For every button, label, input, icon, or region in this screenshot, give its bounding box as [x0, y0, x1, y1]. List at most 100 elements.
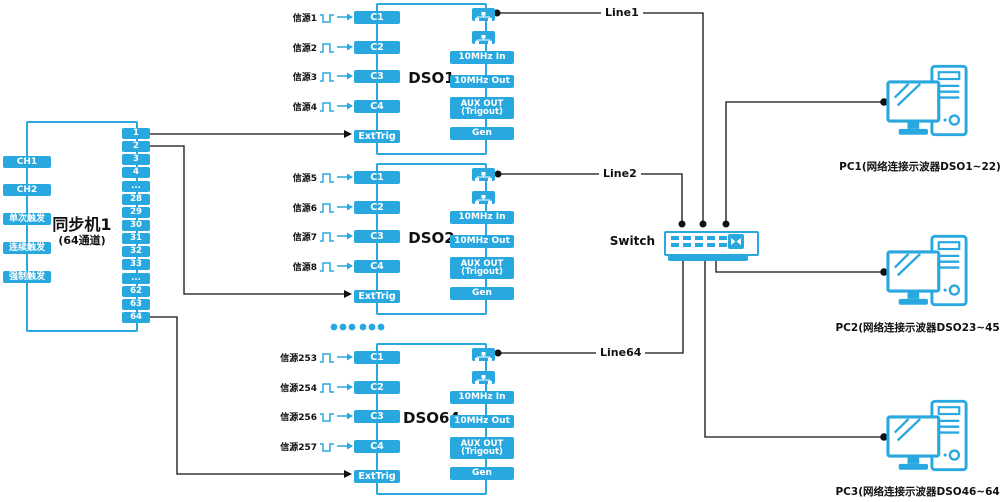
synchronizer-subtitle: (64通道): [58, 234, 106, 247]
switch-base-bar: [668, 255, 748, 261]
exttrig-box: ExtTrig: [354, 130, 400, 143]
synchronizer-title: 同步机1: [52, 215, 112, 234]
arrowhead-dso2-exttrig: [344, 290, 352, 298]
sync-port: 1: [122, 128, 150, 139]
signal-arrow-icon: [337, 353, 353, 361]
signal-source-label: 信源257: [280, 442, 317, 453]
signal-source-row: 信源7: [293, 228, 353, 244]
clock-in-box: 10MHz In: [450, 51, 514, 64]
signal-arrow-icon: [337, 262, 353, 270]
pulse-waveform-icon: [320, 352, 334, 363]
sync-port: ...: [122, 273, 150, 284]
pc3-label: PC3(网络连接示波器DSO46~64): [835, 486, 1000, 498]
signal-source-label: 信源7: [292, 232, 317, 243]
pc1-label: PC1(网络连接示波器DSO1~22): [839, 161, 1000, 173]
switch-port: [683, 236, 691, 240]
sync-label-force-trigger: 强制触发: [3, 271, 51, 283]
switch-port: [719, 236, 727, 240]
pulse-waveform-icon: [320, 101, 334, 112]
dso64-title: DSO64: [403, 409, 460, 427]
switch-port: [719, 243, 727, 247]
aux-out-line1: AUX OUT: [460, 438, 504, 449]
arrowhead-dso64-exttrig: [344, 470, 352, 478]
clock-in-box: 10MHz In: [450, 211, 514, 224]
channel-box-c2: C2: [354, 41, 400, 54]
channel-box-c2: C2: [354, 201, 400, 214]
signal-source-label: 信源6: [292, 203, 317, 214]
line64-label: Line64: [596, 346, 646, 359]
arrowhead-dso1-exttrig: [344, 130, 352, 138]
aux-out-line2: (Trigout): [461, 267, 503, 277]
channel-box-c4: C4: [354, 260, 400, 273]
aux-out-line1: AUX OUT: [460, 98, 504, 109]
signal-source-label: 信源253: [280, 353, 317, 364]
pulse-waveform-icon: [320, 382, 334, 393]
sync-port: 32: [122, 246, 150, 257]
clock-out-box: 10MHz Out: [450, 415, 514, 428]
switch-port: [695, 236, 703, 240]
sync-label-continuous-trigger: 连续触发: [3, 242, 51, 254]
clock-out-box: 10MHz Out: [450, 235, 514, 248]
pulse-waveform-icon: [320, 71, 334, 82]
sync-label-ch2: CH2: [3, 184, 51, 196]
sync-port: 4: [122, 167, 150, 178]
ethernet-port-icon: [472, 168, 495, 182]
signal-source-label: 信源1: [292, 13, 317, 24]
signal-arrow-icon: [337, 203, 353, 211]
sync-port: 62: [122, 286, 150, 297]
signal-source-row: 信源253: [280, 349, 353, 365]
signal-source-row: 信源256: [280, 408, 353, 424]
pc2-label: PC2(网络连接示波器DSO23~45): [835, 322, 1000, 334]
signal-arrow-icon: [337, 43, 353, 51]
switch-port: [683, 243, 691, 247]
sync-port: 63: [122, 299, 150, 310]
dso1-block: DSO1 C1 C2 C3 C4 ExtTrig 10MHz In 10MHz …: [293, 3, 514, 155]
signal-source-row: 信源2: [293, 39, 353, 55]
ethernet-port-icon: [472, 371, 495, 385]
signal-source-label: 信源2: [292, 43, 317, 54]
channel-box-c4: C4: [354, 100, 400, 113]
channel-box-c3: C3: [354, 230, 400, 243]
signal-source-label: 信源8: [292, 262, 317, 273]
signal-arrow-icon: [337, 232, 353, 240]
channel-box-c2: C2: [354, 381, 400, 394]
channel-box-c1: C1: [354, 351, 400, 364]
pc-monitor: [886, 80, 941, 123]
signal-source-row: 信源8: [293, 258, 353, 274]
ethernet-port-icon: [472, 348, 495, 362]
channel-box-c1: C1: [354, 171, 400, 184]
sync-port: 3: [122, 154, 150, 165]
aux-out-box: AUX OUT (Trigout): [450, 97, 514, 119]
channel-box-c1: C1: [354, 11, 400, 24]
pc2-icon: [886, 234, 970, 309]
switch-port: [671, 236, 679, 240]
dso64-block: DSO64 C1 C2 C3 C4 ExtTrig 10MHz In 10MHz…: [280, 343, 514, 495]
exttrig-box: ExtTrig: [354, 470, 400, 483]
pulse-waveform-icon: [320, 13, 334, 23]
sync-label-single-trigger: 单次触发: [3, 213, 51, 225]
sync-label-ch1: CH1: [3, 156, 51, 168]
ethernet-port-icon: [472, 191, 495, 205]
switch-port: [707, 236, 715, 240]
channel-box-c3: C3: [354, 410, 400, 423]
line1-label: Line1: [601, 6, 643, 19]
dot-dso2-port: [494, 170, 502, 178]
switch-port: [671, 243, 679, 247]
dot-switch-top-line2: [678, 220, 686, 228]
sync-port: 64: [122, 312, 150, 323]
sync-port: 2: [122, 141, 150, 152]
signal-source-row: 信源6: [293, 199, 353, 215]
ethernet-port-icon: [472, 8, 495, 22]
dso2-block: DSO2 C1 C2 C3 C4 ExtTrig 10MHz In 10MHz …: [293, 163, 514, 315]
pulse-waveform-icon: [320, 442, 334, 452]
aux-out-line2: (Trigout): [461, 107, 503, 117]
line-switch-to-pc3: [704, 257, 884, 438]
signal-arrow-icon: [337, 442, 353, 450]
aux-out-box: AUX OUT (Trigout): [450, 437, 514, 459]
pc3-icon: [886, 399, 970, 474]
switch-port: [695, 243, 703, 247]
switch-label: Switch: [609, 234, 655, 248]
exttrig-box: ExtTrig: [354, 290, 400, 303]
gen-box: Gen: [450, 467, 514, 480]
ellipsis-dots: [330, 323, 385, 331]
